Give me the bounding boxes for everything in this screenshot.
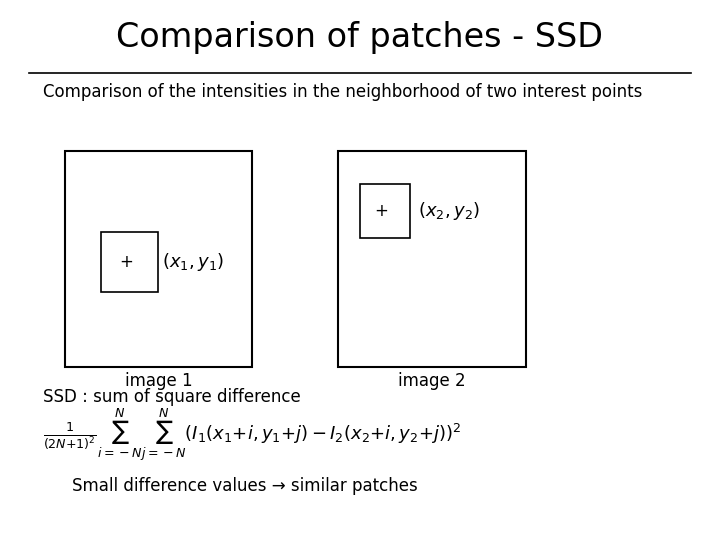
Bar xyxy=(360,184,410,238)
Bar xyxy=(65,151,252,367)
Bar xyxy=(101,232,158,292)
Text: $(x_1,y_1)$: $(x_1,y_1)$ xyxy=(162,251,224,273)
Text: Comparison of patches - SSD: Comparison of patches - SSD xyxy=(117,21,603,55)
Text: Comparison of the intensities in the neighborhood of two interest points: Comparison of the intensities in the nei… xyxy=(43,83,642,101)
Text: +: + xyxy=(374,201,389,220)
Text: $(x_2,y_2)$: $(x_2,y_2)$ xyxy=(418,200,480,221)
Text: +: + xyxy=(119,253,133,271)
Text: SSD : sum of square difference: SSD : sum of square difference xyxy=(43,388,301,406)
Bar xyxy=(338,151,526,367)
Text: $\frac{1}{(2N{+}1)^2}\sum_{i=-N}^{N}\sum_{j=-N}^{N}(I_1(x_1{+}i,y_1{+}j)-I_2(x_2: $\frac{1}{(2N{+}1)^2}\sum_{i=-N}^{N}\sum… xyxy=(43,406,462,463)
Text: image 1: image 1 xyxy=(125,372,192,390)
Text: image 2: image 2 xyxy=(398,372,466,390)
Text: Small difference values → similar patches: Small difference values → similar patche… xyxy=(72,477,418,495)
